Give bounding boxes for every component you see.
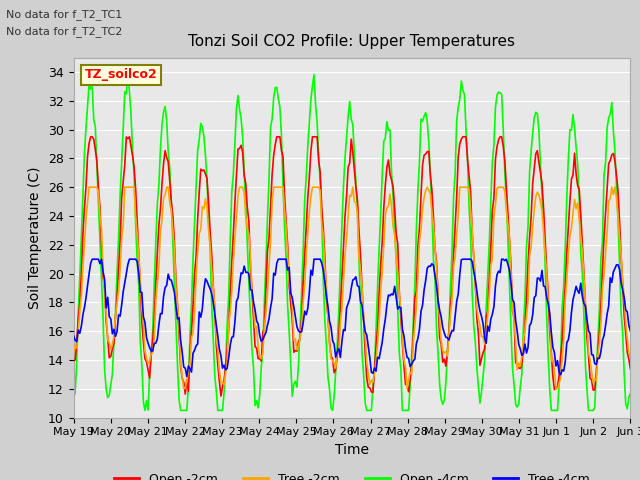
X-axis label: Time: Time bbox=[335, 443, 369, 457]
Legend: Open -2cm, Tree -2cm, Open -4cm, Tree -4cm: Open -2cm, Tree -2cm, Open -4cm, Tree -4… bbox=[109, 468, 595, 480]
Title: Tonzi Soil CO2 Profile: Upper Temperatures: Tonzi Soil CO2 Profile: Upper Temperatur… bbox=[189, 35, 515, 49]
Text: No data for f_T2_TC2: No data for f_T2_TC2 bbox=[6, 25, 123, 36]
Text: TZ_soilco2: TZ_soilco2 bbox=[84, 68, 157, 82]
Text: No data for f_T2_TC1: No data for f_T2_TC1 bbox=[6, 9, 123, 20]
Y-axis label: Soil Temperature (C): Soil Temperature (C) bbox=[28, 167, 42, 309]
